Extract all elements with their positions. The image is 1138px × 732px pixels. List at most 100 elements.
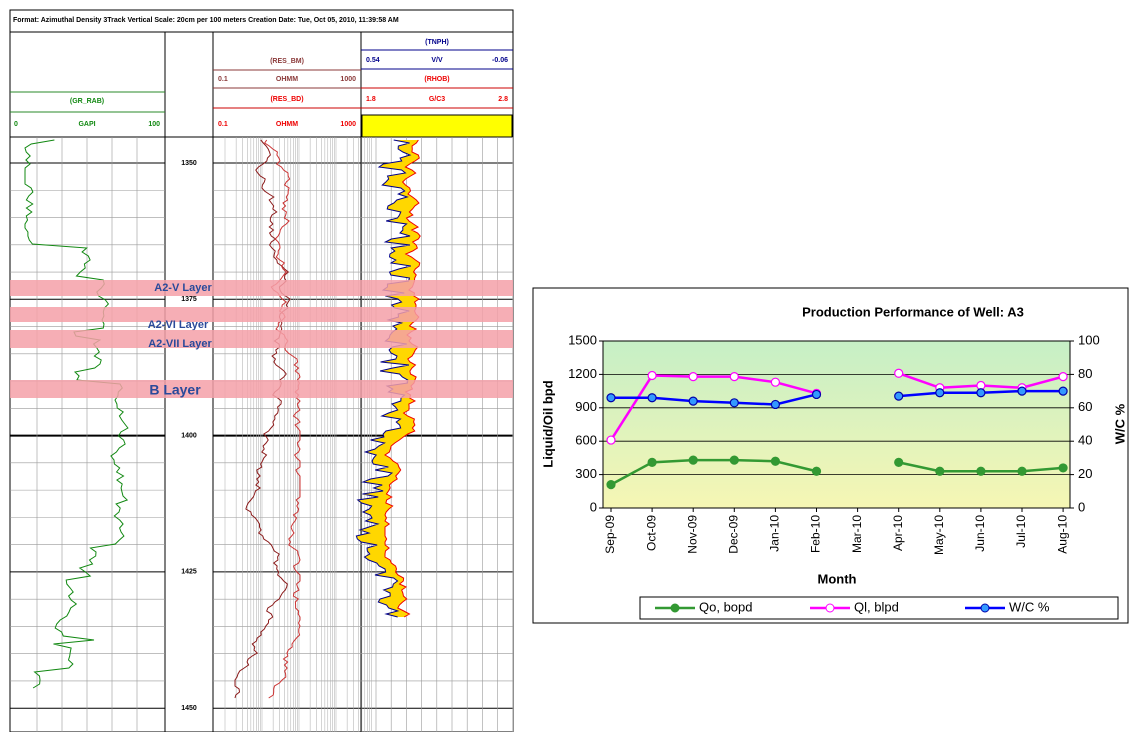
y2-axis-label: W/C % <box>1112 403 1127 444</box>
point <box>1017 386 1027 396</box>
point <box>606 393 616 403</box>
track-min: 0 <box>14 121 18 128</box>
plot-area <box>602 340 1071 509</box>
x-tick-label: Dec-09 <box>726 515 740 554</box>
point <box>976 388 986 398</box>
track-min: 0.1 <box>218 76 228 83</box>
layer-band <box>10 307 513 322</box>
x-tick-label: Oct-09 <box>644 515 658 551</box>
depth-label: 1375 <box>181 296 197 303</box>
depth-label: 1450 <box>181 705 197 712</box>
track-max: 1000 <box>340 76 356 83</box>
log-header: Format: Azimuthal Density 3Track Vertica… <box>13 17 399 24</box>
track-name: (GR_RAB) <box>70 98 104 105</box>
y-tick-label: 900 <box>575 399 597 414</box>
point <box>729 372 739 382</box>
track-max: 2.8 <box>498 96 508 103</box>
track-unit: GAPI <box>78 121 95 128</box>
x-axis-label: Month <box>818 571 857 586</box>
track-max: 1000 <box>340 121 356 128</box>
rhob-curve <box>384 139 421 618</box>
point <box>976 466 986 476</box>
point <box>688 372 698 382</box>
x-tick-label: Jan-10 <box>768 515 782 552</box>
legend-label: Ql, blpd <box>854 599 899 614</box>
depth-label: 1425 <box>181 569 197 576</box>
chart-title: Production Performance of Well: A3 <box>802 304 1024 319</box>
track-min: 0.1 <box>218 121 228 128</box>
track-min: 1.8 <box>366 96 376 103</box>
point <box>770 399 781 410</box>
layer-label: B Layer <box>149 382 201 398</box>
x-tick-label: Mar-10 <box>850 515 864 553</box>
track-name: (RHOB) <box>424 76 449 83</box>
y-tick-label: 0 <box>590 499 597 514</box>
track-max: -0.06 <box>492 57 508 64</box>
layer-band <box>10 330 513 348</box>
x-tick-label: Jun-10 <box>973 515 987 552</box>
y2-tick-label: 40 <box>1078 433 1092 448</box>
track-min: 0.54 <box>366 57 380 64</box>
point <box>1017 466 1027 476</box>
track-name: (TNPH) <box>425 39 449 46</box>
x-tick-label: Jul-10 <box>1014 515 1028 548</box>
tnph-curve <box>355 139 412 618</box>
y2-tick-label: 60 <box>1078 399 1092 414</box>
point <box>770 456 781 466</box>
legend-box <box>639 596 1119 620</box>
x-tick-label: Aug-10 <box>1055 515 1069 554</box>
point <box>647 370 657 381</box>
point <box>894 391 904 401</box>
y2-tick-label: 100 <box>1078 332 1100 347</box>
point <box>729 398 739 408</box>
point <box>647 457 657 467</box>
point <box>729 455 739 465</box>
point <box>1058 463 1068 473</box>
layer-label: A2-V Layer <box>154 282 212 294</box>
point <box>688 455 698 465</box>
legend-marker <box>825 603 835 613</box>
density-fill <box>356 140 421 617</box>
point <box>935 388 945 398</box>
point <box>894 457 904 467</box>
track-name: (RES_BD) <box>270 96 303 103</box>
legend-marker <box>980 603 990 613</box>
x-tick-label: May-10 <box>932 515 946 555</box>
x-tick-label: Sep-09 <box>603 515 617 554</box>
y-tick-label: 1200 <box>568 366 597 381</box>
y-tick-label: 600 <box>575 433 597 448</box>
point <box>770 377 781 387</box>
track-unit: OHMM <box>276 76 298 83</box>
y2-tick-label: 20 <box>1078 466 1092 481</box>
point <box>1058 372 1068 382</box>
layer-label: A2-VI Layer <box>148 319 209 331</box>
y-axis-label: Liquid/Oil bpd <box>540 380 555 467</box>
gr-curve <box>24 139 129 689</box>
legend-label: Qo, bopd <box>699 599 753 614</box>
fill-swatch <box>361 114 513 138</box>
y-tick-label: 1500 <box>568 332 597 347</box>
legend-marker <box>670 603 680 613</box>
res-curve <box>234 139 291 699</box>
track-unit: G/C3 <box>429 96 445 103</box>
layer-band <box>10 380 513 398</box>
y2-tick-label: 0 <box>1078 499 1085 514</box>
point <box>811 466 822 476</box>
track-unit: V/V <box>431 57 443 64</box>
depth-label: 1350 <box>181 160 197 167</box>
y2-tick-label: 80 <box>1078 366 1092 381</box>
point <box>688 396 698 406</box>
res-curve <box>264 139 301 699</box>
point <box>1058 386 1068 396</box>
track-unit: OHMM <box>276 121 298 128</box>
x-tick-label: Feb-10 <box>809 515 823 553</box>
point <box>811 389 822 400</box>
point <box>606 435 616 445</box>
track-max: 100 <box>148 121 160 128</box>
y-tick-label: 300 <box>575 466 597 481</box>
x-tick-label: Apr-10 <box>891 515 905 551</box>
point <box>935 466 945 476</box>
track-name: (RES_BM) <box>270 58 304 65</box>
